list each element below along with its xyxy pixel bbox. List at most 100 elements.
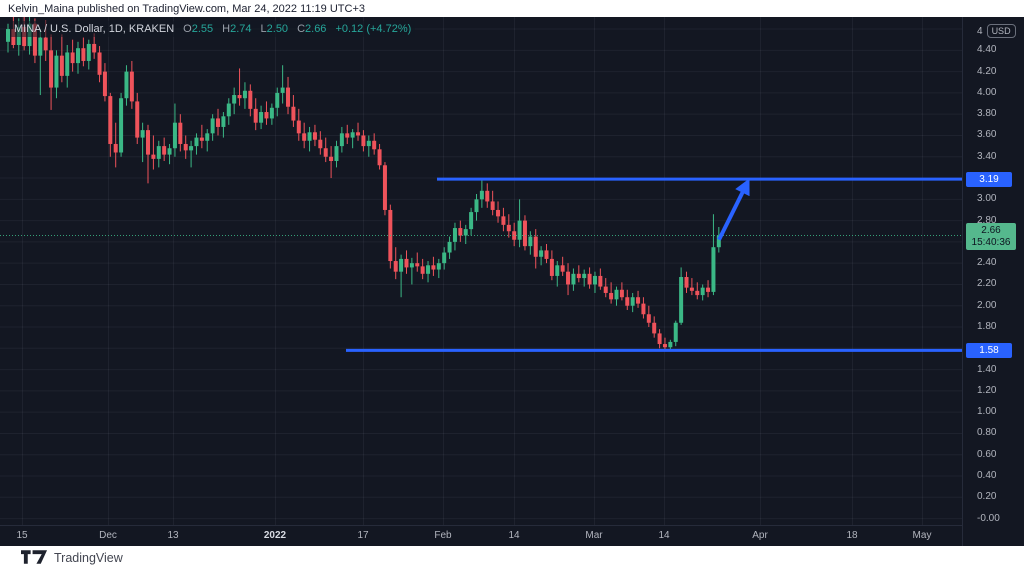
candle[interactable] xyxy=(86,39,91,70)
candle[interactable] xyxy=(630,292,635,313)
candle[interactable] xyxy=(312,124,317,147)
candle[interactable] xyxy=(636,290,641,308)
candle[interactable] xyxy=(356,122,361,141)
candle[interactable] xyxy=(501,207,506,232)
candle[interactable] xyxy=(641,297,646,319)
candle[interactable] xyxy=(102,63,107,102)
candle[interactable] xyxy=(92,33,97,59)
candle[interactable] xyxy=(560,256,565,276)
candle[interactable] xyxy=(382,162,387,216)
candle[interactable] xyxy=(302,122,307,149)
candle[interactable] xyxy=(442,247,447,270)
candle[interactable] xyxy=(695,282,700,300)
candle[interactable] xyxy=(350,129,355,149)
candle[interactable] xyxy=(237,68,242,106)
candle[interactable] xyxy=(329,146,334,179)
candle[interactable] xyxy=(496,201,501,223)
candle[interactable] xyxy=(684,271,689,293)
candle[interactable] xyxy=(409,257,414,285)
candle[interactable] xyxy=(625,289,630,310)
candle[interactable] xyxy=(479,178,484,208)
tradingview-logo-icon[interactable] xyxy=(21,550,48,565)
currency-unit-badge[interactable]: USD xyxy=(986,24,1016,38)
candle[interactable] xyxy=(555,261,560,287)
candle[interactable] xyxy=(232,87,237,115)
candle[interactable] xyxy=(426,261,431,283)
candle[interactable] xyxy=(113,122,118,168)
candle[interactable] xyxy=(652,316,657,338)
candle[interactable] xyxy=(706,280,711,298)
candle[interactable] xyxy=(576,265,581,283)
candle[interactable] xyxy=(296,108,301,141)
candle[interactable] xyxy=(415,252,420,272)
candle[interactable] xyxy=(199,124,204,149)
candle[interactable] xyxy=(474,193,479,221)
candle[interactable] xyxy=(458,220,463,242)
candle[interactable] xyxy=(700,284,705,301)
time-axis[interactable]: 15 Dec 13 2022 17 Feb 14 Mar 14 Apr 18 May xyxy=(0,525,1024,546)
candle[interactable] xyxy=(323,137,328,163)
candle[interactable] xyxy=(339,126,344,153)
candle[interactable] xyxy=(512,222,517,247)
candle[interactable] xyxy=(404,250,409,274)
candle[interactable] xyxy=(522,215,527,251)
candle[interactable] xyxy=(716,226,721,253)
candle[interactable] xyxy=(587,267,592,289)
candle[interactable] xyxy=(463,224,468,245)
candle[interactable] xyxy=(269,103,274,125)
candle[interactable] xyxy=(135,92,140,144)
candle[interactable] xyxy=(129,60,134,109)
candle[interactable] xyxy=(609,282,614,304)
candles-layer[interactable] xyxy=(6,17,721,352)
candle[interactable] xyxy=(646,305,651,328)
candle[interactable] xyxy=(673,320,678,347)
candle[interactable] xyxy=(447,236,452,259)
candle[interactable] xyxy=(485,183,490,208)
candle[interactable] xyxy=(253,98,258,131)
candle[interactable] xyxy=(59,34,64,83)
candle[interactable] xyxy=(544,244,549,264)
candle[interactable] xyxy=(393,247,398,280)
candle[interactable] xyxy=(280,65,285,104)
candle[interactable] xyxy=(264,101,269,125)
candle[interactable] xyxy=(38,29,43,96)
candle[interactable] xyxy=(345,124,350,144)
candle[interactable] xyxy=(259,105,264,130)
candle[interactable] xyxy=(49,34,54,110)
candle[interactable] xyxy=(178,114,183,152)
candle[interactable] xyxy=(124,65,129,106)
candle[interactable] xyxy=(431,256,436,276)
candle[interactable] xyxy=(286,76,291,115)
candle[interactable] xyxy=(210,114,215,141)
candle[interactable] xyxy=(549,250,554,281)
candle[interactable] xyxy=(81,37,86,67)
candle[interactable] xyxy=(119,92,124,157)
candle[interactable] xyxy=(603,278,608,298)
candle[interactable] xyxy=(619,282,624,301)
tradingview-brand[interactable]: TradingView xyxy=(54,550,123,565)
candle[interactable] xyxy=(146,124,151,184)
candle[interactable] xyxy=(361,130,366,152)
candle[interactable] xyxy=(614,286,619,306)
candle[interactable] xyxy=(70,39,75,72)
candle[interactable] xyxy=(226,98,231,125)
candle[interactable] xyxy=(189,140,194,168)
candlestick-chart[interactable] xyxy=(0,17,963,525)
candle[interactable] xyxy=(452,222,457,251)
candle[interactable] xyxy=(172,103,177,157)
candle[interactable] xyxy=(248,84,253,117)
candle[interactable] xyxy=(318,131,323,155)
candle[interactable] xyxy=(54,50,59,99)
candle[interactable] xyxy=(533,229,538,269)
candle[interactable] xyxy=(76,41,81,74)
candle[interactable] xyxy=(216,108,221,136)
candle[interactable] xyxy=(167,143,172,165)
candle[interactable] xyxy=(221,112,226,138)
candle[interactable] xyxy=(490,190,495,216)
chart-area[interactable]: MINA / U.S. Dollar, 1D, KRAKEN O2.55 H2.… xyxy=(0,17,1024,546)
candle[interactable] xyxy=(65,45,70,88)
candle[interactable] xyxy=(711,214,716,296)
candle[interactable] xyxy=(388,204,393,269)
candle[interactable] xyxy=(151,135,156,170)
candle[interactable] xyxy=(506,214,511,238)
